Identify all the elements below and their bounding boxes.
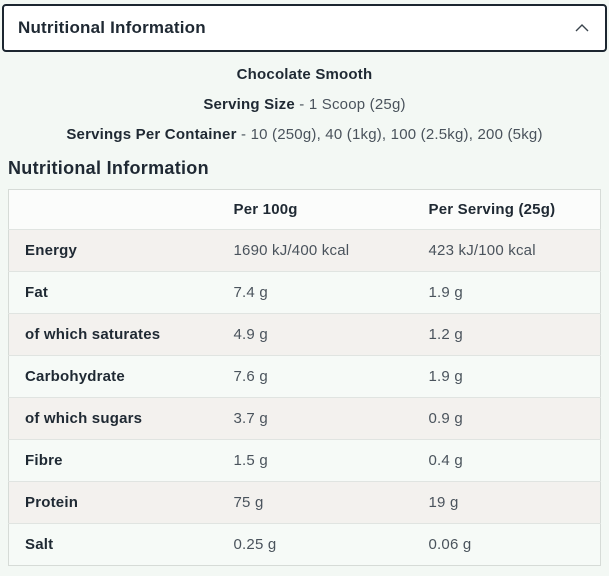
row-label: Fibre — [8, 439, 218, 482]
row-label: Carbohydrate — [8, 355, 218, 398]
row-per-100g: 7.4 g — [217, 271, 413, 314]
row-per-100g: 3.7 g — [217, 397, 413, 440]
servings-per-container-label: Servings Per Container — [66, 126, 237, 143]
row-label: Protein — [8, 481, 218, 524]
row-label: of which saturates — [8, 313, 218, 356]
column-header-per-serving: Per Serving (25g) — [428, 201, 556, 218]
row-per-100g: 1.5 g — [217, 439, 413, 482]
serving-size-line: Serving Size - 1 Scoop (25g) — [0, 97, 609, 112]
table-row: of which sugars 3.7 g 0.9 g — [8, 397, 601, 440]
serving-size-label: Serving Size — [203, 96, 295, 113]
row-label: of which sugars — [8, 397, 218, 440]
column-header-empty — [9, 190, 218, 230]
row-per-serving: 0.06 g — [412, 523, 601, 566]
table-row: of which saturates 4.9 g 1.2 g — [8, 313, 601, 356]
table-row: Fibre 1.5 g 0.4 g — [8, 439, 601, 482]
row-per-serving: 1.9 g — [412, 355, 601, 398]
nutrition-table-heading: Nutritional Information — [8, 158, 209, 178]
row-per-serving: 423 kJ/100 kcal — [412, 229, 601, 272]
product-info-section: Chocolate Smooth Serving Size - 1 Scoop … — [0, 52, 609, 142]
product-flavour-name: Chocolate Smooth — [236, 66, 373, 83]
row-per-serving: 19 g — [412, 481, 601, 524]
nutrition-table-body: Energy 1690 kJ/400 kcal 423 kJ/100 kcal … — [8, 229, 601, 566]
column-header-per-100g: Per 100g — [233, 201, 298, 218]
row-per-100g: 4.9 g — [217, 313, 413, 356]
table-row: Energy 1690 kJ/400 kcal 423 kJ/100 kcal — [8, 229, 601, 272]
row-per-serving: 1.9 g — [412, 271, 601, 314]
row-per-100g: 75 g — [217, 481, 413, 524]
nutritional-info-accordion-toggle[interactable]: Nutritional Information — [2, 4, 607, 52]
row-label: Fat — [8, 271, 218, 314]
servings-per-container-value: - 10 (250g), 40 (1kg), 100 (2.5kg), 200 … — [241, 126, 543, 143]
chevron-up-icon — [575, 24, 589, 32]
table-row: Fat 7.4 g 1.9 g — [8, 271, 601, 314]
row-label: Energy — [8, 229, 218, 272]
row-per-100g: 7.6 g — [217, 355, 413, 398]
serving-size-value: - 1 Scoop (25g) — [299, 96, 406, 113]
row-label: Salt — [8, 523, 218, 566]
row-per-serving: 0.4 g — [412, 439, 601, 482]
table-row: Salt 0.25 g 0.06 g — [8, 523, 601, 566]
table-row: Protein 75 g 19 g — [8, 481, 601, 524]
table-row: Carbohydrate 7.6 g 1.9 g — [8, 355, 601, 398]
row-per-100g: 0.25 g — [217, 523, 413, 566]
table-header-row: Per 100g Per Serving (25g) — [9, 190, 601, 230]
accordion-title: Nutritional Information — [18, 18, 206, 37]
servings-per-container-line: Servings Per Container - 10 (250g), 40 (… — [0, 127, 609, 142]
row-per-serving: 0.9 g — [412, 397, 601, 440]
row-per-100g: 1690 kJ/400 kcal — [217, 229, 413, 272]
row-per-serving: 1.2 g — [412, 313, 601, 356]
nutrition-table: Per 100g Per Serving (25g) Energy 1690 k… — [8, 189, 601, 566]
